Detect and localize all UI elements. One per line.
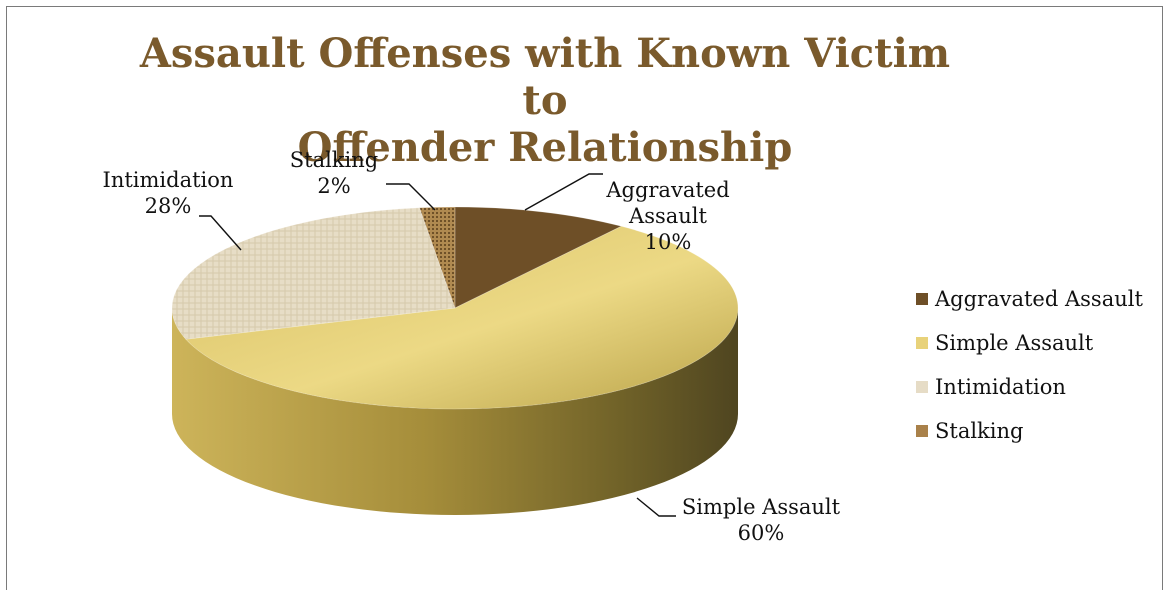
legend-label: Aggravated Assault <box>935 287 1143 311</box>
legend-item-stalking: Stalking <box>916 417 1166 461</box>
data-label-intimidation: Intimidation 28% <box>103 168 234 218</box>
legend-label: Stalking <box>935 419 1024 443</box>
data-label-aggravated-assault: Aggravated Assault 10% <box>605 178 729 254</box>
legend-label: Intimidation <box>935 375 1066 399</box>
pie-slice-intimidation <box>171 207 456 340</box>
pie-labels: Aggravated Assault 10% Simple Assault 60% Int… <box>103 148 841 545</box>
chart-title: Assault Offenses with Known Victim to Of… <box>130 30 960 171</box>
pie-slices <box>171 206 739 515</box>
leader-line <box>199 215 242 251</box>
leader-line <box>636 497 676 517</box>
legend: Aggravated Assault Simple Assault Intimi… <box>916 285 1166 461</box>
pie-slice-stalking <box>418 206 456 309</box>
legend-item-aggravated-assault: Aggravated Assault <box>916 285 1166 329</box>
legend-swatch <box>916 425 928 437</box>
leader-line <box>524 173 603 211</box>
chart-title-line-1: Assault Offenses with Known Victim to <box>139 30 951 124</box>
pie-side-wall <box>172 308 738 515</box>
legend-swatch <box>916 293 928 305</box>
leader-line <box>386 183 436 211</box>
legend-item-simple-assault: Simple Assault <box>916 329 1166 373</box>
legend-label: Simple Assault <box>935 331 1094 355</box>
data-label-stalking: Stalking 2% <box>290 148 378 198</box>
legend-swatch <box>916 337 928 349</box>
pie-slice-aggravated-assault <box>454 206 623 309</box>
legend-swatch <box>916 381 928 393</box>
chart-title-line-2: Offender Relationship <box>297 124 793 171</box>
legend-item-intimidation: Intimidation <box>916 373 1166 417</box>
data-label-simple-assault: Simple Assault 60% <box>682 495 841 545</box>
pie-slice-simple-assault <box>185 225 739 410</box>
